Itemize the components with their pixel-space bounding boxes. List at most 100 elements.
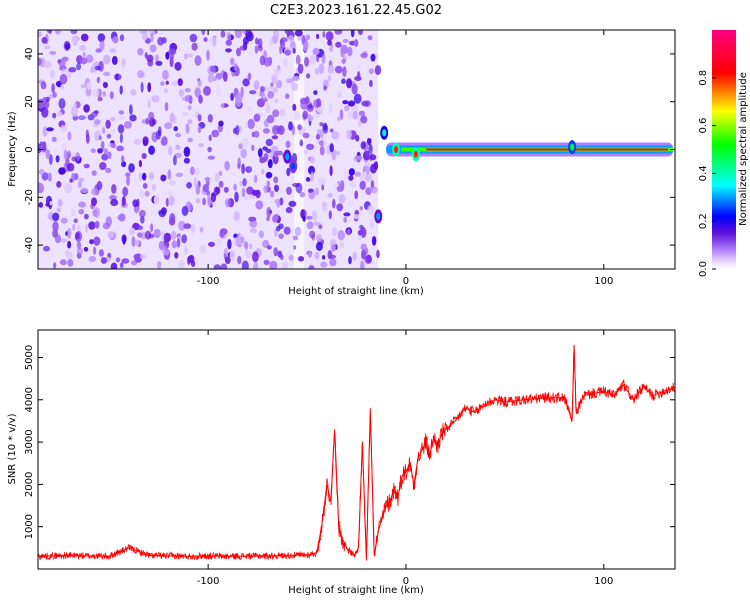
heatmap-noise-cell	[47, 172, 52, 182]
heatmap-noise-cell	[197, 114, 202, 122]
heatmap-noise-cell	[183, 246, 188, 255]
heatmap-noise-cell	[136, 225, 144, 230]
heatmap-noise-cell	[147, 59, 154, 67]
heatmap-noise-cell	[57, 59, 62, 64]
heatmap-noise-cell	[169, 115, 177, 124]
heatmap-noise-cell	[149, 44, 157, 53]
heatmap-noise-cell	[129, 104, 133, 115]
heatmap-noise-cell	[147, 82, 152, 93]
heatmap-noise-cell	[376, 249, 380, 259]
heatmap-noise-cell	[224, 160, 230, 171]
heatmap-noise-cell	[190, 166, 195, 176]
heatmap-noise-cell	[80, 33, 89, 42]
heatmap-noise-cell	[334, 30, 343, 35]
heatmap-noise-gap	[294, 30, 305, 269]
heatmap-noise-cell	[188, 254, 195, 264]
heatmap-noise-cell	[300, 209, 307, 219]
x-tick-label: 0	[403, 576, 409, 587]
heatmap-noise-cell	[277, 125, 285, 135]
heatmap-noise-cell	[237, 255, 242, 265]
heatmap-noise-cell	[174, 152, 182, 159]
heatmap-noise-cell	[151, 118, 157, 126]
heatmap-noise-cell	[100, 257, 107, 264]
heatmap-noise-cell	[134, 239, 140, 246]
heatmap-noise-cell	[72, 223, 76, 231]
heatmap-noise-cell	[283, 226, 291, 235]
heatmap-noise-cell	[58, 167, 66, 175]
heatmap-noise-cell	[237, 157, 241, 168]
heatmap-noise-cell	[320, 261, 328, 268]
heatmap-noise-cell	[253, 80, 260, 91]
heatmap-noise-cell	[142, 172, 147, 181]
y-tick-label: 3000	[24, 429, 35, 454]
heatmap-noise-cell	[364, 161, 370, 167]
heatmap-noise-cell	[366, 254, 372, 263]
heatmap-noise-cell	[293, 245, 297, 250]
heatmap-noise-cell	[64, 183, 73, 194]
heatmap-noise-cell	[316, 98, 322, 109]
heatmap-noise-cell	[353, 214, 360, 220]
heatmap-noise-cell	[241, 187, 246, 198]
heatmap-noise-cell	[83, 104, 90, 113]
y-tick-label: 2000	[24, 472, 35, 497]
heatmap-noise-cell	[305, 34, 311, 40]
heatmap-noise-cell	[251, 144, 255, 151]
x-tick-label: 100	[594, 276, 613, 287]
heatmap-noise-cell	[155, 54, 159, 63]
heatmap-noise-cell	[109, 48, 117, 53]
heatmap-noise-cell	[351, 105, 359, 114]
heatmap-noise-cell	[242, 178, 247, 187]
heatmap-noise-cell	[120, 262, 124, 269]
heatmap-noise-cell	[65, 43, 71, 50]
heatmap-noise-cell	[92, 88, 100, 97]
heatmap-noise-cell	[354, 190, 359, 200]
heatmap-noise-cell	[148, 111, 155, 121]
heatmap-noise-cell	[76, 63, 82, 71]
heatmap-noise-cell	[348, 168, 355, 176]
heatmap-noise-cell	[160, 81, 165, 86]
heatmap-noise-cell	[95, 48, 102, 53]
heatmap-noise-cell	[91, 197, 97, 206]
heatmap-noise-cell	[187, 119, 193, 124]
heatmap-noise-cell	[280, 40, 286, 50]
heatmap-noise-cell	[193, 167, 200, 176]
heatmap-noise-cell	[274, 184, 279, 192]
heatmap-noise-cell	[339, 109, 344, 120]
heatmap-noise-cell	[133, 138, 141, 145]
heatmap-noise-cell	[57, 199, 63, 208]
heatmap-noise-cell	[202, 184, 209, 193]
heatmap-noise-cell	[187, 104, 192, 111]
heatmap-noise-cell	[285, 93, 290, 100]
heatmap-noise-cell	[206, 49, 210, 61]
colorbar-tick-label: 0.0	[698, 261, 709, 277]
heatmap-noise-cell	[139, 209, 146, 218]
y-tick-label: -20	[24, 189, 35, 205]
heatmap-noise-cell	[309, 230, 316, 239]
heatmap-noise-cell	[51, 136, 57, 142]
x-tick-label: -100	[197, 276, 220, 287]
heatmap-noise-cell	[207, 74, 215, 83]
heatmap-noise-cell	[76, 247, 84, 255]
heatmap-noise-cell	[269, 190, 275, 198]
heatmap-noise-cell	[310, 171, 315, 182]
heatmap-noise-cell	[52, 221, 59, 232]
heatmap-noise-cell	[93, 236, 101, 246]
heatmap-noise-cell	[165, 80, 169, 85]
heatmap-noise-cell	[243, 193, 250, 201]
heatmap-noise-cell	[319, 145, 325, 156]
heatmap-noise-cell	[350, 30, 355, 38]
heatmap-noise-cell	[119, 133, 123, 144]
heatmap-noise-cell	[276, 150, 283, 156]
colorbar-tick-label: 0.4	[698, 165, 709, 181]
heatmap-noise-cell	[337, 184, 344, 193]
heatmap-noise-cell	[174, 252, 179, 259]
heatmap-noise-cell	[66, 150, 71, 159]
heatmap-noise-cell	[329, 143, 334, 153]
heatmap-noise-cell	[308, 265, 315, 269]
heatmap-noise-cell	[316, 234, 322, 243]
heatmap-noise-cell	[253, 174, 258, 184]
heatmap-noise-cell	[70, 30, 78, 35]
heatmap-noise-cell	[59, 259, 67, 266]
heatmap-noise-cell	[307, 188, 314, 193]
